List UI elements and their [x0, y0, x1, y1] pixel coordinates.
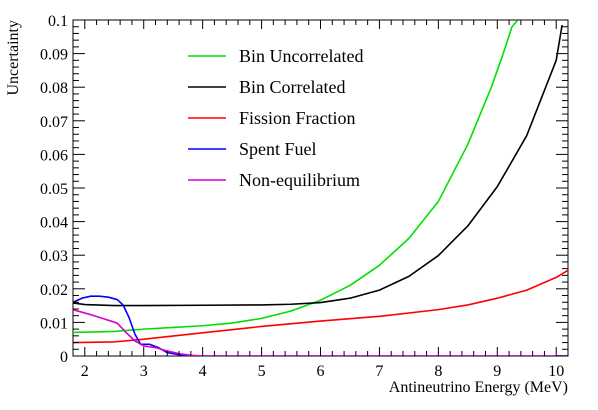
- y-tick-label: 0.06: [40, 147, 68, 164]
- x-axis-label: Antineutrino Energy (MeV): [389, 379, 568, 396]
- series-line-bin-uncorrelated: [73, 20, 519, 334]
- legend: Bin Uncorrelated Bin Correlated Fission Fr…: [188, 46, 363, 190]
- y-axis-label: Uncertainty: [5, 20, 22, 96]
- x-tick-label: 6: [317, 363, 325, 380]
- legend-label-bin-uncorrelated: Bin Uncorrelated: [239, 46, 363, 66]
- tick-label-layer: 2 3 4 5 6 7 8 9 10 0 0.01 0.02 0.03 0.04 0.05 0.06 0.07 0…: [40, 13, 564, 380]
- y-tick-label: 0.04: [40, 215, 68, 232]
- series-line-spent-fuel: [73, 295, 568, 356]
- x-tick-label: 5: [258, 363, 266, 380]
- legend-label-spent-fuel: Spent Fuel: [239, 139, 317, 159]
- tick-layer: [72, 19, 569, 357]
- x-tick-label: 2: [81, 363, 89, 380]
- y-tick-label: 0: [60, 349, 68, 366]
- series-line-fission-fraction: [73, 269, 568, 344]
- x-tick-label: 9: [493, 363, 501, 380]
- legend-label-non-equilibrium: Non-equilibrium: [239, 170, 360, 190]
- y-tick-label: 0.1: [48, 13, 68, 30]
- legend-label-bin-correlated: Bin Correlated: [239, 77, 345, 97]
- x-tick-label: 10: [548, 363, 564, 380]
- y-tick-label: 0.02: [40, 282, 68, 299]
- legend-label-fission-fraction: Fission Fraction: [239, 108, 356, 128]
- y-tick-label: 0.09: [40, 47, 68, 64]
- x-tick-label: 4: [199, 363, 207, 380]
- y-tick-label: 0.07: [40, 114, 68, 131]
- y-tick-label: 0.08: [40, 80, 68, 97]
- x-tick-label: 8: [434, 363, 442, 380]
- y-tick-label: 0.01: [40, 315, 68, 332]
- x-tick-label: 7: [375, 363, 383, 380]
- x-tick-label: 3: [140, 363, 148, 380]
- series-line-bin-correlated: [73, 24, 563, 307]
- y-tick-label: 0.03: [40, 248, 68, 265]
- y-tick-label: 0.05: [40, 181, 68, 198]
